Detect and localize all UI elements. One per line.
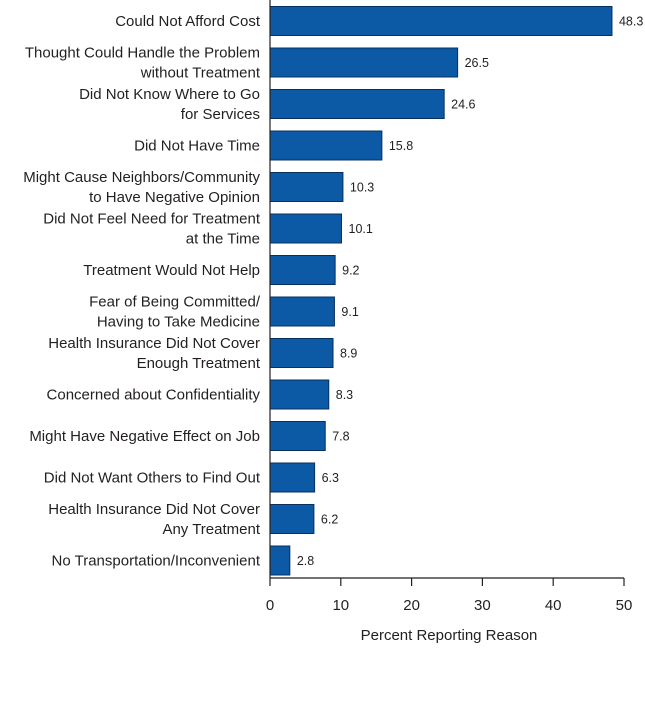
category-label-2-line-1: for Services [181, 106, 260, 123]
category-label-8-line-0: Health Insurance Did Not Cover [48, 335, 260, 352]
bar-5 [269, 213, 343, 244]
category-label-7-line-1: Having to Take Medicine [97, 314, 260, 331]
value-label-13: 2.8 [297, 554, 314, 568]
category-label-0-line-0: Could Not Afford Cost [115, 13, 261, 30]
category-label-6-line-0: Treatment Would Not Help [83, 262, 260, 279]
category-label-11-line-0: Did Not Want Others to Find Out [44, 470, 261, 487]
bar-2 [269, 89, 445, 119]
bar-12 [269, 504, 315, 534]
category-label-1-line-0: Thought Could Handle the Problem [25, 45, 260, 62]
value-label-2: 24.6 [451, 98, 475, 112]
value-label-8: 8.9 [340, 347, 357, 361]
bar-7 [269, 296, 335, 327]
value-label-9: 8.3 [336, 388, 353, 402]
value-label-0: 48.3 [619, 15, 643, 29]
bars-group [269, 6, 613, 576]
bar-9 [269, 379, 330, 410]
category-label-10-line-0: Might Have Negative Effect on Job [29, 428, 260, 445]
value-label-11: 6.3 [322, 471, 339, 485]
x-axis-title: Percent Reporting Reason [361, 627, 538, 644]
bar-13 [269, 545, 291, 576]
value-label-10: 7.8 [332, 430, 349, 444]
bar-1 [269, 47, 459, 78]
bar-11 [269, 462, 316, 493]
bar-6 [269, 255, 336, 285]
value-labels: 48.3 26.5 24.6 15.8 10.3 10.1 9.2 9.1 8.9 8.3 7.8 6… [297, 15, 644, 569]
category-label-4-line-0: Might Cause Neighbors/Community [23, 169, 260, 186]
bar-10 [269, 421, 326, 451]
value-label-4: 10.3 [350, 181, 374, 195]
category-label-9-line-0: Concerned about Confidentiality [47, 387, 261, 404]
value-label-5: 10.1 [349, 222, 373, 236]
bar-8 [269, 338, 334, 368]
category-label-8-line-1: Enough Treatment [137, 355, 261, 372]
x-tick-label-0: 0 [266, 597, 274, 614]
x-tick-label-5: 50 [616, 597, 633, 614]
category-label-4-line-1: to Have Negative Opinion [89, 189, 260, 206]
value-label-12: 6.2 [321, 513, 338, 527]
category-label-13-line-0: No Transportation/Inconvenient [52, 553, 261, 570]
value-label-7: 9.1 [341, 305, 358, 319]
category-labels: Could Not Afford Cost Thought Could Handl… [23, 13, 261, 570]
bar-4 [269, 172, 344, 202]
category-label-12-line-0: Health Insurance Did Not Cover [48, 501, 260, 518]
category-label-1-line-1: without Treatment [140, 65, 261, 82]
value-label-1: 26.5 [465, 56, 489, 70]
x-tick-label-4: 40 [545, 597, 562, 614]
value-label-3: 15.8 [389, 139, 413, 153]
category-label-7-line-0: Fear of Being Committed/ [89, 294, 261, 311]
category-label-3-line-0: Did Not Have Time [134, 138, 260, 155]
bar-3 [269, 130, 383, 161]
x-ticks: 0 10 20 30 40 50 [266, 578, 633, 614]
x-tick-label-3: 30 [474, 597, 491, 614]
category-label-12-line-1: Any Treatment [162, 521, 260, 538]
category-label-5-line-1: at the Time [186, 231, 260, 248]
x-tick-label-2: 20 [403, 597, 420, 614]
x-tick-label-1: 10 [332, 597, 349, 614]
category-label-5-line-0: Did Not Feel Need for Treatment [43, 211, 261, 228]
value-label-6: 9.2 [342, 264, 359, 278]
bar-0 [269, 6, 613, 36]
category-label-2-line-0: Did Not Know Where to Go [79, 86, 260, 103]
